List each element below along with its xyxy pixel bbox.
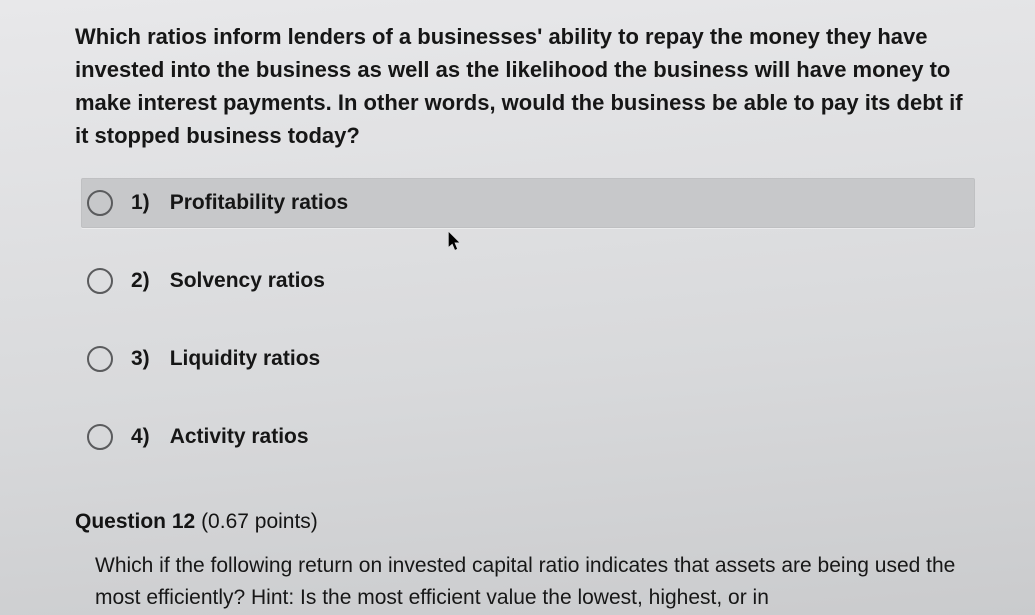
option-number: 1) <box>131 191 150 215</box>
option-4[interactable]: 4) Activity ratios <box>81 412 975 462</box>
next-question-title: Question 12 (0.67 points) <box>75 510 975 534</box>
option-number: 2) <box>131 269 150 293</box>
question-word: Question <box>75 510 166 533</box>
question-number: 12 <box>172 510 195 533</box>
option-label: Profitability ratios <box>170 191 349 215</box>
next-question-stem: Which if the following return on investe… <box>95 550 975 613</box>
option-number: 4) <box>131 425 150 449</box>
options-group: 1) Profitability ratios 2) Solvency rati… <box>81 178 975 462</box>
option-1[interactable]: 1) Profitability ratios <box>81 178 975 228</box>
radio-icon[interactable] <box>87 424 113 450</box>
option-label: Activity ratios <box>170 425 309 449</box>
question-points: (0.67 points) <box>201 510 318 533</box>
option-2[interactable]: 2) Solvency ratios <box>81 256 975 306</box>
quiz-page: Which ratios inform lenders of a busines… <box>0 0 1035 613</box>
next-question-block: Question 12 (0.67 points) Which if the f… <box>75 510 975 613</box>
option-label: Solvency ratios <box>170 269 325 293</box>
question-stem: Which ratios inform lenders of a busines… <box>75 20 975 152</box>
option-label: Liquidity ratios <box>170 347 321 371</box>
radio-icon[interactable] <box>87 346 113 372</box>
radio-icon[interactable] <box>87 190 113 216</box>
option-3[interactable]: 3) Liquidity ratios <box>81 334 975 384</box>
option-number: 3) <box>131 347 150 371</box>
radio-icon[interactable] <box>87 268 113 294</box>
